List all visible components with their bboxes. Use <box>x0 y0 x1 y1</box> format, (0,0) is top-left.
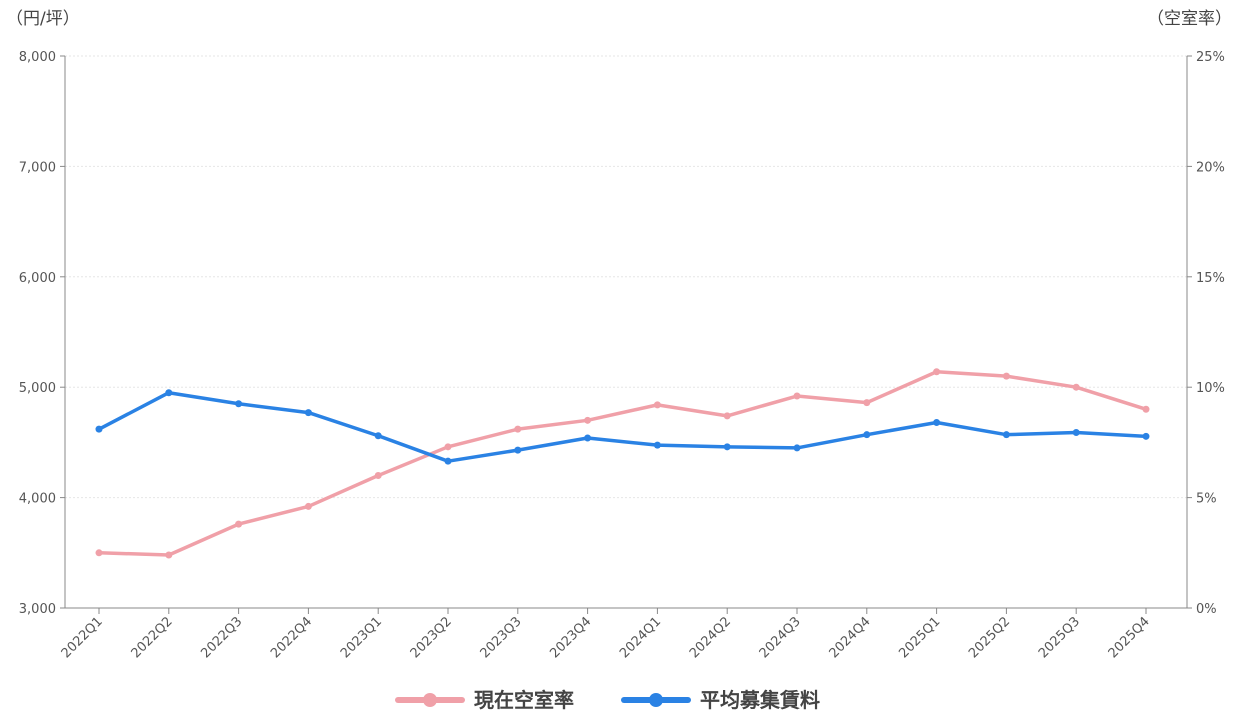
series-1 <box>95 368 1150 559</box>
x-tick-label: 2025Q2 <box>966 614 1013 661</box>
data-point <box>793 392 801 400</box>
data-point <box>235 400 243 408</box>
x-tick-label: 2025Q4 <box>1106 614 1153 661</box>
legend-item: 現在空室率 <box>395 688 574 712</box>
series-2 <box>95 389 1150 465</box>
data-point <box>1002 431 1010 439</box>
right-axis-ticks: 0% 5% 10% 15% 20% 25% <box>1187 50 1225 617</box>
legend-swatch-marker <box>423 693 437 707</box>
x-tick-label: 2025Q1 <box>896 614 943 661</box>
x-tick-label: 2024Q4 <box>827 614 874 661</box>
x-tick-label: 2023Q1 <box>338 614 385 661</box>
data-point <box>514 446 522 454</box>
left-tick-label: 5,000 <box>19 381 56 396</box>
data-point <box>863 399 871 407</box>
left-axis-unit: （円/坪） <box>6 9 80 29</box>
data-point <box>1142 432 1150 440</box>
legend-item: 平均募集賃料 <box>621 688 820 712</box>
data-point <box>1072 428 1080 436</box>
left-tick-label: 3,000 <box>19 602 56 617</box>
data-point <box>374 472 382 480</box>
right-tick-label: 15% <box>1196 271 1225 286</box>
x-tick-label: 2024Q2 <box>687 614 734 661</box>
x-tick-label: 2022Q2 <box>129 614 176 661</box>
data-point <box>933 368 941 376</box>
data-point <box>235 520 243 528</box>
right-tick-label: 20% <box>1196 160 1225 175</box>
left-axis-ticks: 3,000 4,000 5,000 6,000 7,000 8,000 <box>19 50 65 617</box>
left-tick-label: 4,000 <box>19 492 56 507</box>
data-point <box>933 419 941 427</box>
data-point <box>723 443 731 451</box>
left-tick-label: 6,000 <box>19 271 56 286</box>
right-tick-label: 25% <box>1196 50 1225 65</box>
data-point <box>584 416 592 424</box>
x-tick-label: 2025Q3 <box>1036 614 1083 661</box>
x-axis-ticks: 2022Q1 2022Q2 2022Q3 2022Q4 2023Q1 2023Q2 2023… <box>59 608 1153 661</box>
data-point <box>653 441 661 449</box>
x-tick-label: 2024Q3 <box>757 614 804 661</box>
data-point <box>584 434 592 442</box>
left-tick-label: 8,000 <box>19 50 56 65</box>
legend-label: 平均募集賃料 <box>700 688 820 712</box>
data-point <box>165 551 173 559</box>
data-point <box>304 409 312 417</box>
data-point <box>304 502 312 510</box>
x-tick-label: 2024Q1 <box>617 614 664 661</box>
right-axis-unit: （空室率） <box>1147 9 1232 29</box>
legend-swatch-marker <box>649 693 663 707</box>
data-point <box>653 401 661 409</box>
legend-label: 現在空室率 <box>474 688 574 712</box>
series-line <box>98 390 1147 463</box>
data-point <box>723 412 731 420</box>
x-tick-label: 2022Q1 <box>59 614 106 661</box>
legend: 現在空室率 平均募集賃料 <box>395 688 820 712</box>
data-point <box>1002 372 1010 380</box>
series-group <box>95 368 1150 559</box>
data-point <box>165 389 173 397</box>
x-tick-label: 2023Q4 <box>547 614 594 661</box>
right-tick-label: 10% <box>1196 381 1225 396</box>
right-tick-label: 0% <box>1196 602 1217 617</box>
data-point <box>444 443 452 451</box>
x-tick-label: 2023Q2 <box>408 614 455 661</box>
right-tick-label: 5% <box>1196 492 1217 507</box>
left-tick-label: 7,000 <box>19 160 56 175</box>
data-point <box>95 549 103 557</box>
x-tick-label: 2022Q4 <box>268 614 315 661</box>
data-point <box>863 431 871 439</box>
data-point <box>793 444 801 452</box>
axes <box>64 56 1188 609</box>
data-point <box>444 457 452 465</box>
x-tick-label: 2023Q3 <box>478 614 525 661</box>
gridlines <box>65 55 1187 499</box>
x-tick-label: 2022Q3 <box>198 614 245 661</box>
data-point <box>374 432 382 440</box>
data-point <box>514 425 522 433</box>
series-line <box>98 369 1147 557</box>
data-point <box>95 425 103 433</box>
data-point <box>1072 383 1080 391</box>
data-point <box>1142 405 1150 413</box>
